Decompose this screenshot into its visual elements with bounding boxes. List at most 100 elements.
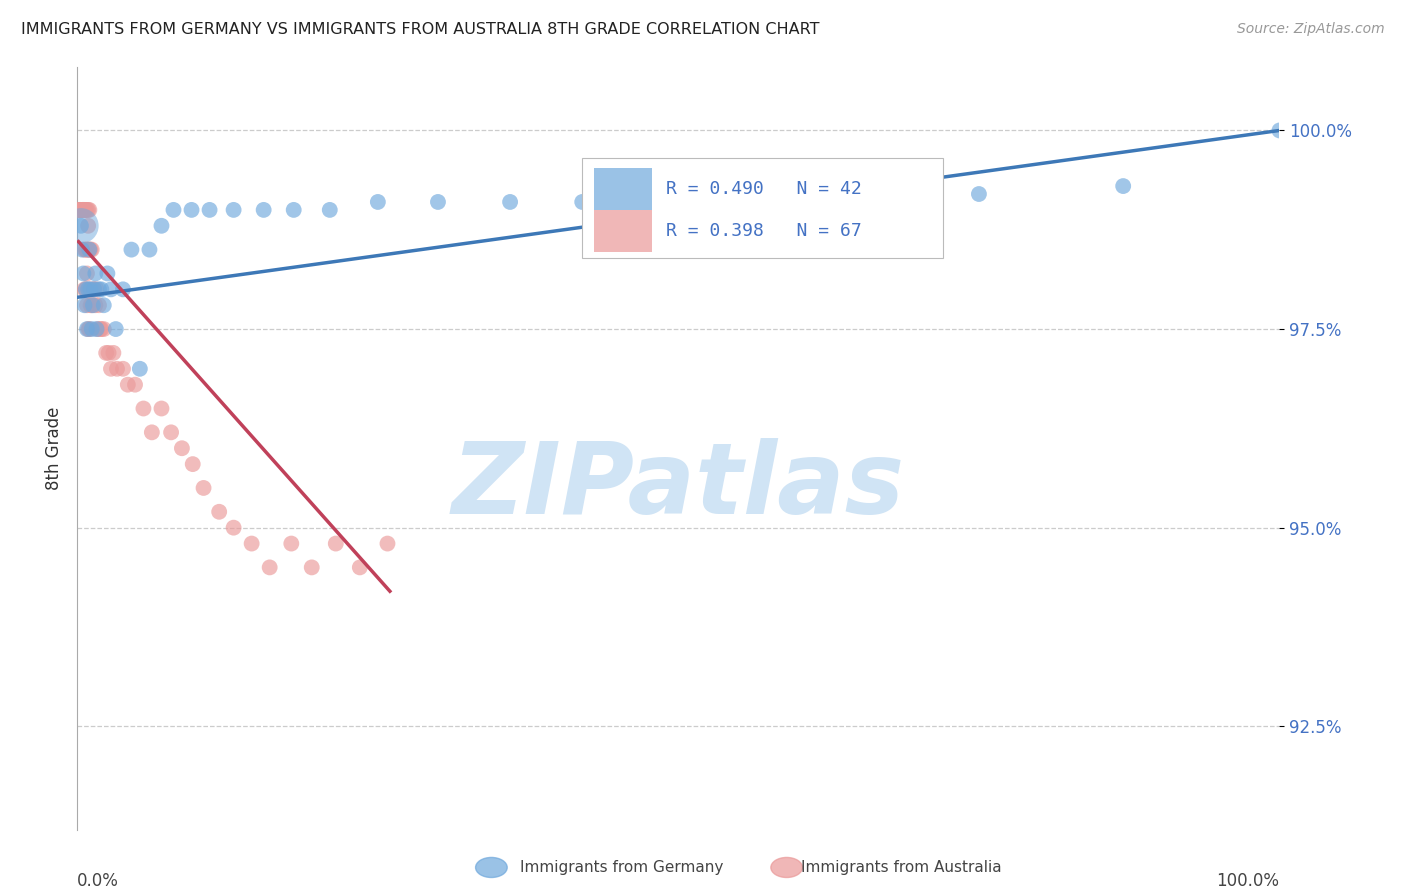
Point xyxy=(180,202,202,217)
Point xyxy=(73,243,96,257)
Point xyxy=(96,267,118,281)
Point xyxy=(132,401,155,416)
Point xyxy=(72,267,94,281)
Point xyxy=(283,202,305,217)
Point xyxy=(76,202,98,217)
Point xyxy=(86,282,108,296)
Point xyxy=(87,298,110,312)
Point xyxy=(128,361,150,376)
Point xyxy=(80,298,103,312)
Point xyxy=(967,186,990,201)
Point xyxy=(72,202,94,217)
Point xyxy=(111,361,134,376)
Point xyxy=(79,243,101,257)
Point xyxy=(848,186,870,201)
Point xyxy=(87,282,110,296)
Point xyxy=(90,282,112,296)
Point xyxy=(325,536,347,550)
Point xyxy=(138,243,160,257)
Point xyxy=(377,536,399,550)
Point xyxy=(73,202,96,217)
Text: R = 0.398   N = 67: R = 0.398 N = 67 xyxy=(666,222,862,240)
Point xyxy=(120,243,142,257)
Point xyxy=(96,346,118,360)
Point xyxy=(367,194,389,209)
Text: ZIPatlas: ZIPatlas xyxy=(451,438,905,535)
Point xyxy=(70,202,93,217)
Point xyxy=(87,322,110,336)
Bar xyxy=(595,210,652,252)
Point xyxy=(70,202,93,217)
Point xyxy=(79,282,101,296)
Point xyxy=(83,282,105,296)
Text: R = 0.490   N = 42: R = 0.490 N = 42 xyxy=(666,180,862,198)
Point xyxy=(73,298,96,312)
FancyBboxPatch shape xyxy=(582,159,943,258)
Point xyxy=(1112,179,1135,194)
Point xyxy=(253,202,276,217)
Point xyxy=(67,202,90,217)
Point xyxy=(571,194,593,209)
Circle shape xyxy=(770,857,803,878)
Point xyxy=(181,457,204,471)
Point xyxy=(77,322,100,336)
Point xyxy=(72,202,94,217)
Point xyxy=(349,560,371,574)
Text: 0.0%: 0.0% xyxy=(77,871,120,889)
Text: 100.0%: 100.0% xyxy=(1216,871,1279,889)
Point xyxy=(1268,123,1291,137)
Point xyxy=(82,298,104,312)
Point xyxy=(70,219,93,233)
Text: Source: ZipAtlas.com: Source: ZipAtlas.com xyxy=(1237,22,1385,37)
Point xyxy=(79,322,101,336)
Point xyxy=(103,346,125,360)
Point xyxy=(77,243,100,257)
Point xyxy=(70,243,93,257)
Point xyxy=(198,202,221,217)
Point xyxy=(82,282,104,296)
Point xyxy=(84,298,107,312)
Point xyxy=(93,298,115,312)
Point xyxy=(259,560,281,574)
Point xyxy=(100,361,122,376)
Point xyxy=(80,322,103,336)
Point xyxy=(193,481,215,495)
Point xyxy=(105,361,128,376)
Point xyxy=(97,346,120,360)
Point xyxy=(79,282,101,296)
Point xyxy=(751,186,773,201)
Point xyxy=(162,202,184,217)
Point xyxy=(111,282,134,296)
Point xyxy=(84,267,107,281)
Point xyxy=(70,219,93,233)
Point xyxy=(79,298,101,312)
Point xyxy=(124,377,146,392)
Point xyxy=(69,202,91,217)
Point xyxy=(117,377,139,392)
Point xyxy=(76,298,98,312)
Point xyxy=(104,322,127,336)
Text: IMMIGRANTS FROM GERMANY VS IMMIGRANTS FROM AUSTRALIA 8TH GRADE CORRELATION CHART: IMMIGRANTS FROM GERMANY VS IMMIGRANTS FR… xyxy=(21,22,820,37)
Point xyxy=(150,219,173,233)
Point xyxy=(72,202,94,217)
Point xyxy=(222,202,245,217)
Y-axis label: 8th Grade: 8th Grade xyxy=(45,407,63,490)
Point xyxy=(77,219,100,233)
Circle shape xyxy=(475,857,508,878)
Point xyxy=(150,401,173,416)
Point xyxy=(75,202,97,217)
Point xyxy=(80,243,103,257)
Point xyxy=(90,322,112,336)
Point xyxy=(222,521,245,535)
Point xyxy=(75,282,97,296)
Point xyxy=(83,282,105,296)
Point xyxy=(93,322,115,336)
Point xyxy=(70,202,93,217)
Point xyxy=(76,322,98,336)
Point xyxy=(73,282,96,296)
Point xyxy=(73,202,96,217)
Point xyxy=(141,425,163,440)
Point xyxy=(69,202,91,217)
Point xyxy=(427,194,450,209)
Point xyxy=(301,560,323,574)
